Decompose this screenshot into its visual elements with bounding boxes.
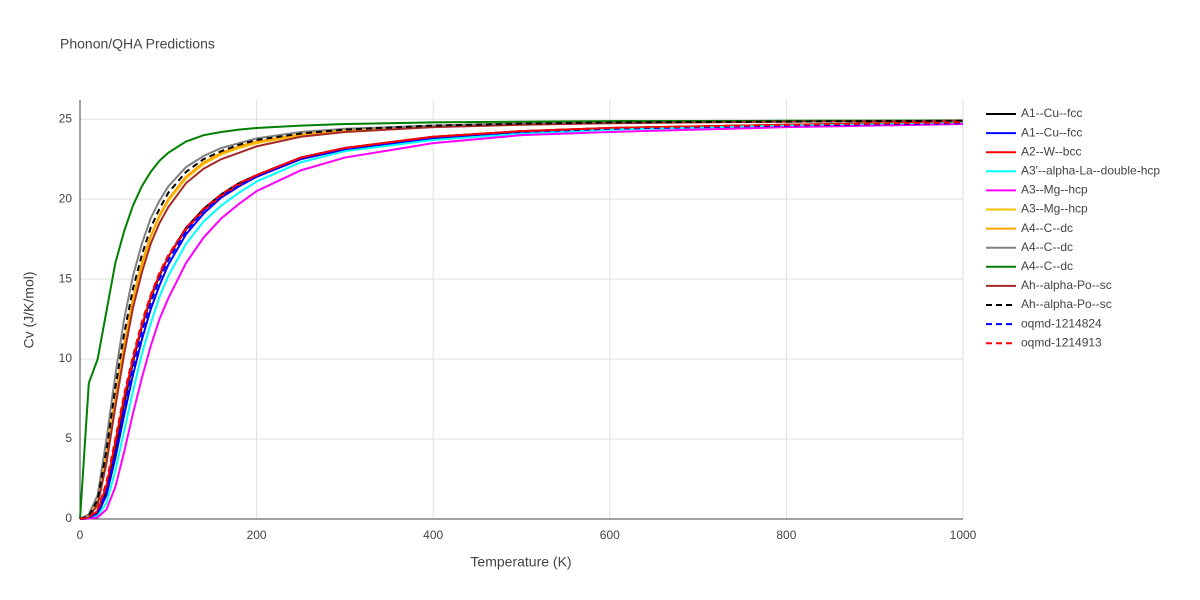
- legend-label: oqmd-1214913: [1021, 335, 1102, 349]
- legend-label: A3'--alpha-La--double-hcp: [1021, 163, 1160, 177]
- x-tick-label: 200: [247, 528, 267, 542]
- series-line: [79, 121, 964, 520]
- series-line: [79, 122, 964, 520]
- y-tick-label: 20: [59, 191, 73, 205]
- y-tick-label: 10: [59, 351, 73, 365]
- series-line: [79, 122, 964, 520]
- y-axis-title: Cv (J/K/mol): [21, 272, 37, 349]
- series-line: [79, 122, 964, 520]
- legend-label: oqmd-1214824: [1021, 316, 1102, 330]
- legend-label: A4--C--dc: [1021, 240, 1073, 254]
- legend-label: A1--Cu--fcc: [1021, 106, 1082, 120]
- series-line: [79, 119, 964, 520]
- x-tick-label: 0: [77, 528, 84, 542]
- legend-label: A4--C--dc: [1021, 221, 1073, 235]
- series-line: [79, 119, 964, 520]
- series-line: [79, 119, 964, 520]
- legend-label: A3--Mg--hcp: [1021, 202, 1088, 216]
- y-tick-label: 15: [59, 271, 73, 285]
- x-axis-title: Temperature (K): [470, 554, 571, 570]
- series-line: [79, 119, 964, 520]
- x-tick-label: 800: [776, 528, 796, 542]
- legend-label: Ah--alpha-Po--sc: [1021, 278, 1112, 292]
- x-tick-label: 400: [423, 528, 443, 542]
- legend-label: A1--Cu--fcc: [1021, 125, 1082, 139]
- legend-label: A3--Mg--hcp: [1021, 183, 1088, 197]
- series-line: [79, 122, 964, 520]
- y-tick-label: 5: [65, 431, 72, 445]
- series-line: [79, 121, 964, 520]
- y-tick-label: 0: [65, 511, 72, 525]
- series-line: [79, 119, 964, 520]
- x-tick-label: 600: [600, 528, 620, 542]
- x-tick-label: 1000: [950, 528, 977, 542]
- series-line: [79, 121, 964, 520]
- series-line: [79, 119, 964, 520]
- chart-title: Phonon/QHA Predictions: [60, 36, 215, 52]
- legend-label: Ah--alpha-Po--sc: [1021, 297, 1112, 311]
- y-tick-label: 25: [59, 111, 73, 125]
- legend-label: A2--W--bcc: [1021, 144, 1081, 158]
- legend-label: A4--C--dc: [1021, 259, 1073, 273]
